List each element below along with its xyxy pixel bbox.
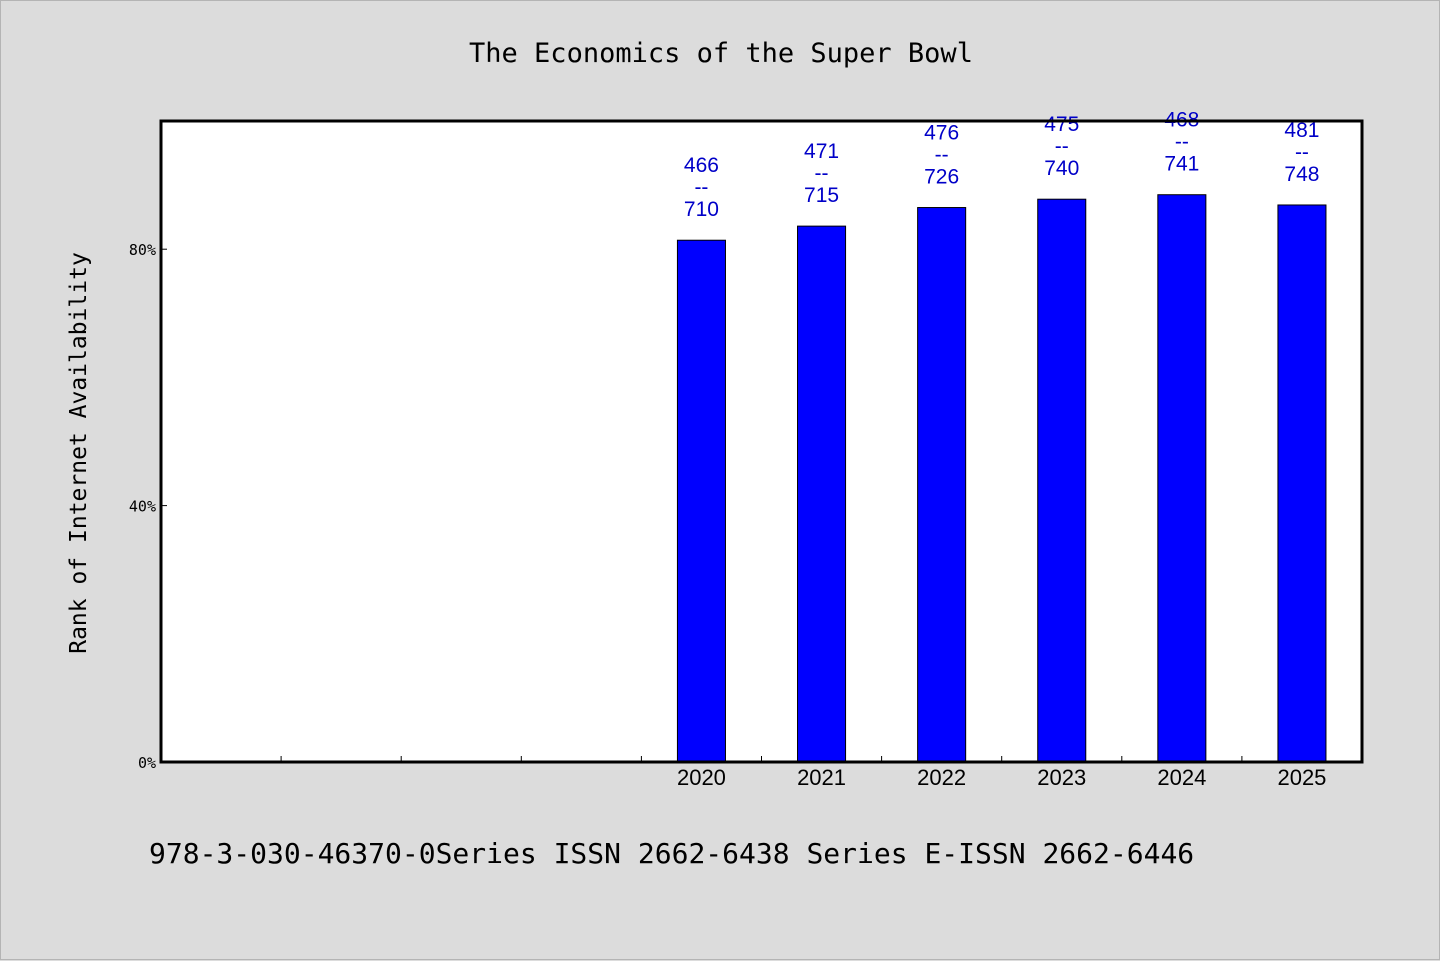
data-label: -- bbox=[694, 176, 708, 199]
x-tick-label: 2024 bbox=[1157, 765, 1206, 790]
bar-2025 bbox=[1277, 204, 1327, 763]
bar-2022 bbox=[917, 207, 967, 763]
data-label: 710 bbox=[684, 198, 719, 221]
data-label: -- bbox=[935, 144, 949, 167]
data-label: 476 bbox=[924, 122, 959, 145]
x-tick-label: 2025 bbox=[1277, 765, 1326, 790]
y-axis-label: Rank of Internet Availability bbox=[66, 252, 92, 654]
data-label: -- bbox=[1295, 141, 1309, 164]
y-tick-label: 80% bbox=[129, 241, 156, 259]
data-label: 748 bbox=[1284, 163, 1319, 186]
data-label: 715 bbox=[804, 184, 839, 207]
x-tick-label: 2021 bbox=[797, 765, 846, 790]
data-label: 741 bbox=[1164, 153, 1199, 176]
data-label: -- bbox=[815, 162, 829, 185]
data-label: 475 bbox=[1044, 113, 1079, 136]
chart-title: The Economics of the Super Bowl bbox=[469, 38, 973, 69]
bar-2021 bbox=[797, 225, 847, 763]
data-label: 726 bbox=[924, 166, 959, 189]
y-tick-label: 0% bbox=[138, 754, 156, 772]
x-tick-label: 2020 bbox=[677, 765, 726, 790]
bar-2024 bbox=[1157, 194, 1207, 763]
x-axis: 2020 2021 2022 2023 2024 2025 bbox=[280, 756, 1326, 790]
plot-frame bbox=[159, 119, 1364, 764]
y-tick-label: 40% bbox=[129, 498, 156, 516]
data-label: -- bbox=[1055, 135, 1069, 158]
data-label: 466 bbox=[684, 154, 719, 177]
data-label: 471 bbox=[804, 140, 839, 163]
data-label: -- bbox=[1175, 131, 1189, 154]
data-labels-layer: 466--710471--715476--726475--740468--741… bbox=[684, 109, 1320, 222]
data-label: 740 bbox=[1044, 157, 1079, 180]
x-tick-label: 2022 bbox=[917, 765, 966, 790]
y-axis: 0% 40% 80% bbox=[129, 241, 167, 772]
bars-layer bbox=[676, 194, 1327, 763]
bar-2023 bbox=[1037, 198, 1087, 763]
bar-2020 bbox=[676, 239, 726, 763]
data-label: 481 bbox=[1284, 119, 1319, 142]
footer-text: 978-3-030-46370-0Series ISSN 2662-6438 S… bbox=[149, 837, 1194, 870]
x-tick-label: 2023 bbox=[1037, 765, 1086, 790]
